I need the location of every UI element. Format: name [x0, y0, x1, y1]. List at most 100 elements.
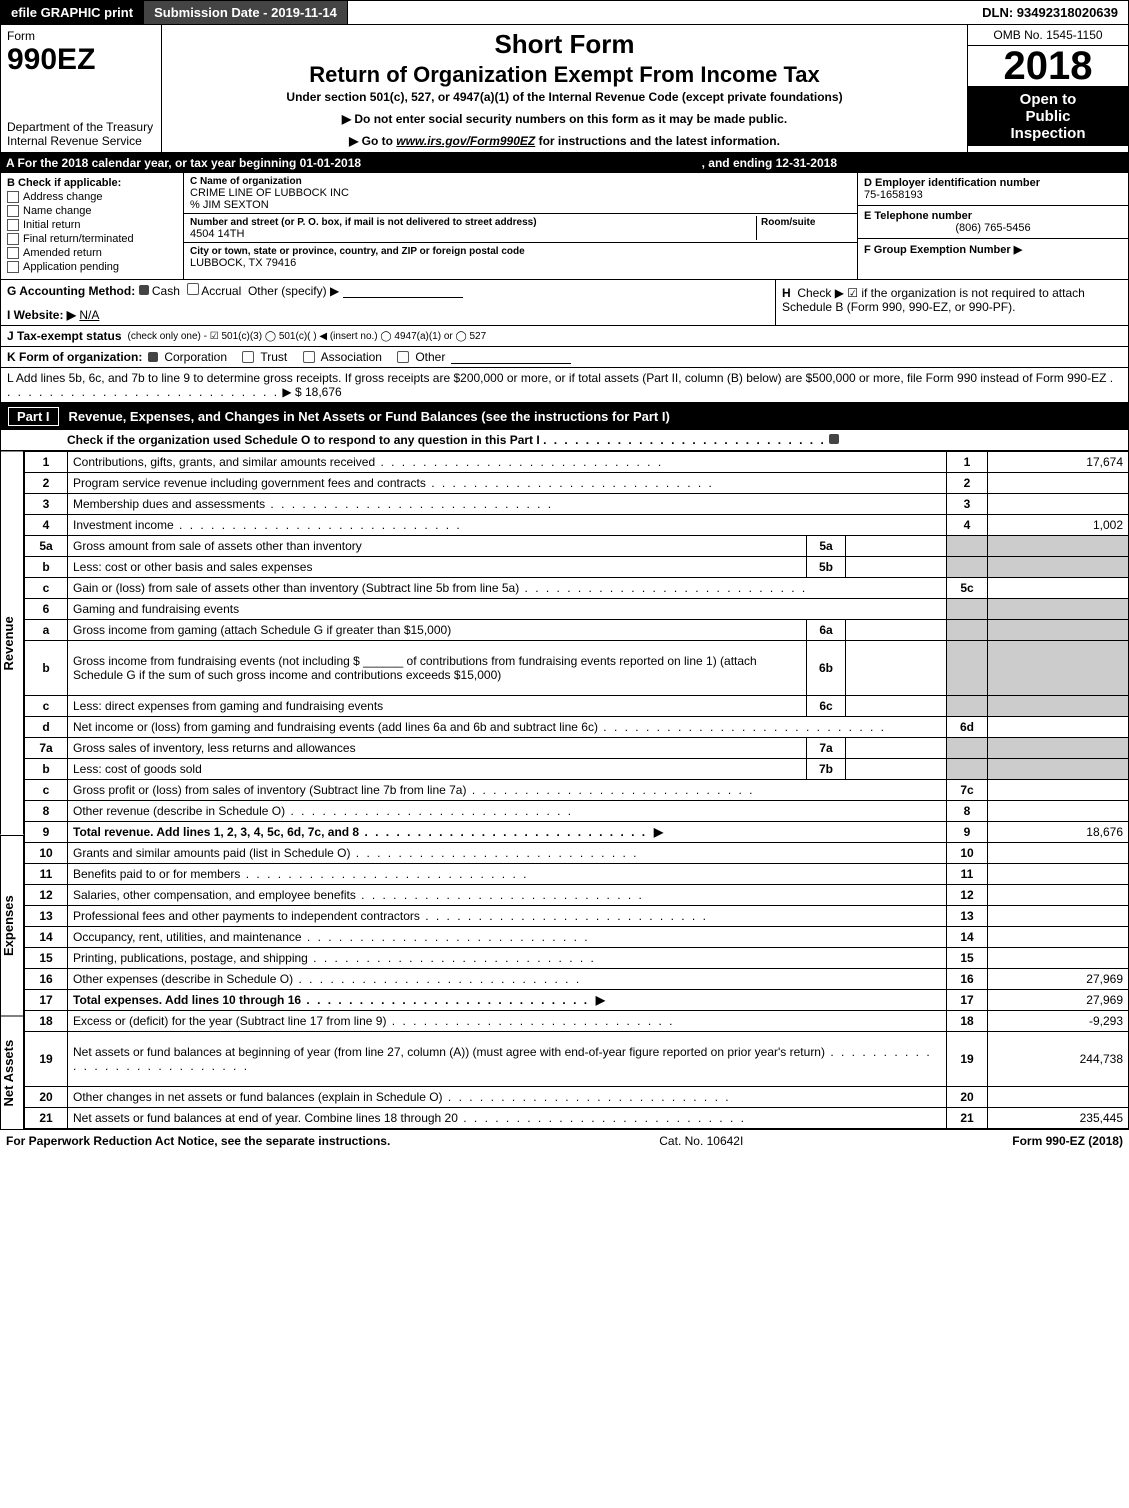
- chk-final-return[interactable]: Final return/terminated: [7, 233, 177, 245]
- city-cell: City or town, state or province, country…: [184, 243, 857, 271]
- chk-application-pending-label: Application pending: [23, 261, 119, 273]
- period-begin: A For the 2018 calendar year, or tax yea…: [6, 156, 361, 170]
- chk-address-change-label: Address change: [23, 191, 103, 203]
- line-number: 17: [25, 990, 68, 1011]
- schedule-o-checkbox[interactable]: [829, 434, 839, 444]
- amount-cell: [988, 557, 1129, 578]
- mini-line-number: 6c: [807, 696, 846, 717]
- amount-cell: [988, 599, 1129, 620]
- amount-cell: [988, 801, 1129, 822]
- mini-value[interactable]: [846, 620, 947, 641]
- right-num: [947, 759, 988, 780]
- line-number: 3: [25, 494, 68, 515]
- inspection-line2: Public: [972, 108, 1124, 125]
- right-num: 16: [947, 969, 988, 990]
- mini-value[interactable]: [846, 696, 947, 717]
- line-l-amount: $ 18,676: [295, 385, 342, 399]
- amount-cell: [988, 536, 1129, 557]
- amount-cell: -9,293: [988, 1011, 1129, 1032]
- line-desc: Gross income from gaming (attach Schedul…: [68, 620, 807, 641]
- amount-cell: [988, 927, 1129, 948]
- line-number: 5a: [25, 536, 68, 557]
- group-exemption-label: F Group Exemption Number ▶: [864, 244, 1022, 256]
- mini-value[interactable]: [846, 759, 947, 780]
- right-num: 15: [947, 948, 988, 969]
- footer-mid: Cat. No. 10642I: [659, 1134, 743, 1148]
- chk-association[interactable]: [303, 351, 315, 363]
- right-num: 5c: [947, 578, 988, 599]
- subtitle: Under section 501(c), 527, or 4947(a)(1)…: [170, 90, 959, 104]
- line-desc: Excess or (deficit) for the year (Subtra…: [68, 1011, 947, 1032]
- table-row: 2Program service revenue including gover…: [25, 473, 1129, 494]
- chk-corporation[interactable]: [148, 352, 158, 362]
- mini-value[interactable]: [846, 557, 947, 578]
- box-f: F Group Exemption Number ▶: [858, 239, 1128, 279]
- other-specify-input[interactable]: [343, 285, 463, 298]
- amount-cell: [988, 620, 1129, 641]
- box-b: B Check if applicable: Address change Na…: [1, 173, 184, 279]
- mini-value[interactable]: [846, 641, 947, 696]
- line-number: 7a: [25, 738, 68, 759]
- ein-label: D Employer identification number: [864, 177, 1040, 189]
- line-desc: Benefits paid to or for members: [68, 864, 947, 885]
- amount-cell: [988, 494, 1129, 515]
- chk-amended-return[interactable]: Amended return: [7, 247, 177, 259]
- line-number: 6: [25, 599, 68, 620]
- right-num: 19: [947, 1032, 988, 1087]
- chk-initial-return-label: Initial return: [23, 219, 80, 231]
- mini-value[interactable]: [846, 536, 947, 557]
- table-row: dNet income or (loss) from gaming and fu…: [25, 717, 1129, 738]
- chk-cash[interactable]: [139, 285, 149, 295]
- other-org-input[interactable]: [451, 351, 571, 364]
- expenses-side-label: Expenses: [0, 835, 24, 1016]
- chk-address-change[interactable]: Address change: [7, 191, 177, 203]
- right-num: 12: [947, 885, 988, 906]
- table-row: 17Total expenses. Add lines 10 through 1…: [25, 990, 1129, 1011]
- chk-initial-return[interactable]: Initial return: [7, 219, 177, 231]
- topbar-spacer: [348, 1, 972, 24]
- line-number: 4: [25, 515, 68, 536]
- ein-value: 75-1658193: [864, 189, 923, 201]
- irs-link[interactable]: www.irs.gov/Form990EZ: [396, 134, 535, 148]
- header-right: OMB No. 1545-1150 2018 Open to Public In…: [967, 25, 1128, 152]
- side-labels: Revenue Expenses Net Assets: [0, 451, 24, 1129]
- right-num: 4: [947, 515, 988, 536]
- chk-other-org[interactable]: [397, 351, 409, 363]
- table-row: 18Excess or (deficit) for the year (Subt…: [25, 1011, 1129, 1032]
- line-h-text: Check ▶ ☑ if the organization is not req…: [782, 286, 1085, 314]
- right-num: 7c: [947, 780, 988, 801]
- line-desc: Net assets or fund balances at end of ye…: [68, 1108, 947, 1129]
- line-number: b: [25, 759, 68, 780]
- chk-trust[interactable]: [242, 351, 254, 363]
- chk-application-pending[interactable]: Application pending: [7, 261, 177, 273]
- phone-label: E Telephone number: [864, 210, 972, 222]
- table-row: 12Salaries, other compensation, and empl…: [25, 885, 1129, 906]
- line-desc: Other expenses (describe in Schedule O): [68, 969, 947, 990]
- org-name: CRIME LINE OF LUBBOCK INC: [190, 187, 349, 199]
- line-number: 2: [25, 473, 68, 494]
- table-row: 1Contributions, gifts, grants, and simil…: [25, 452, 1129, 473]
- line-number: 12: [25, 885, 68, 906]
- box-e: E Telephone number (806) 765-5456: [858, 206, 1128, 239]
- mini-value[interactable]: [846, 738, 947, 759]
- org-care-of: % JIM SEXTON: [190, 199, 269, 211]
- street-value: 4504 14TH: [190, 228, 244, 240]
- mini-line-number: 6b: [807, 641, 846, 696]
- line-number: 14: [25, 927, 68, 948]
- table-row: 9Total revenue. Add lines 1, 2, 3, 4, 5c…: [25, 822, 1129, 843]
- amount-cell: [988, 780, 1129, 801]
- tax-period-row: A For the 2018 calendar year, or tax yea…: [0, 153, 1129, 173]
- chk-accrual[interactable]: [187, 283, 199, 295]
- line-j-label: J Tax-exempt status: [7, 329, 122, 343]
- street-cell: Number and street (or P. O. box, if mail…: [184, 214, 857, 243]
- part1-check-note: Check if the organization used Schedule …: [0, 430, 1129, 451]
- city-label: City or town, state or province, country…: [190, 246, 525, 257]
- right-num: 1: [947, 452, 988, 473]
- line-l-text: L Add lines 5b, 6c, and 7b to line 9 to …: [7, 371, 1106, 385]
- right-num: 18: [947, 1011, 988, 1032]
- chk-name-change[interactable]: Name change: [7, 205, 177, 217]
- part1-title: Revenue, Expenses, and Changes in Net As…: [69, 409, 670, 424]
- part1-check-text: Check if the organization used Schedule …: [67, 433, 540, 447]
- line-j: J Tax-exempt status (check only one) - ☑…: [0, 326, 1129, 347]
- efile-print-button[interactable]: efile GRAPHIC print: [1, 1, 144, 24]
